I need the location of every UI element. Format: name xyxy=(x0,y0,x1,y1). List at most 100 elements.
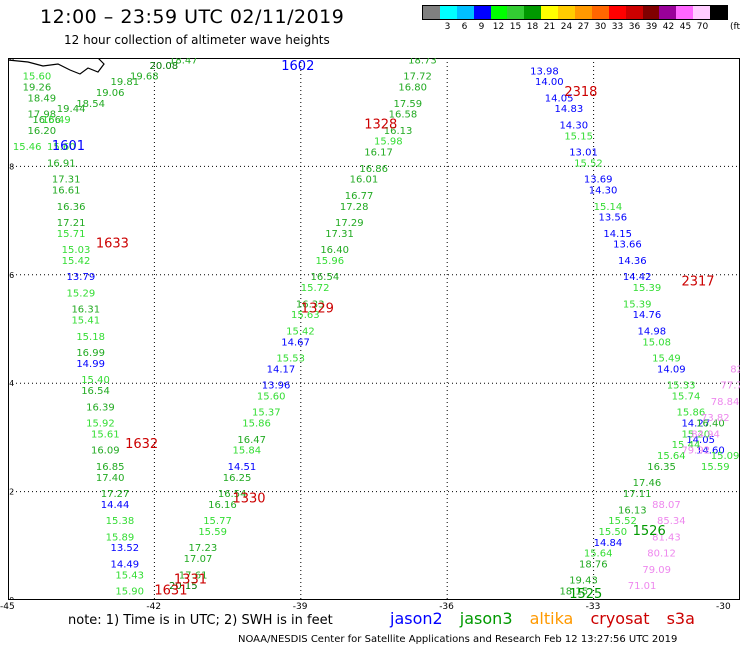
wave-height-label: 14.76 xyxy=(633,310,662,321)
lat-tick-label: 50 xyxy=(8,596,14,600)
color-scale-label: 45 xyxy=(679,22,692,32)
color-swatch xyxy=(473,6,491,19)
wave-height-label: 16.54 xyxy=(311,272,340,283)
wave-height-label: 16.36 xyxy=(57,202,86,213)
color-scale-labels: 3 6 9 12 15 18 21 24 27 30 33 36 39 42 45 70 xyxy=(422,22,728,34)
wave-height-label: 15.77 xyxy=(203,516,232,527)
pass-time-label: 1602 xyxy=(281,59,314,74)
legend-altika: altika xyxy=(529,609,574,628)
wave-height-label: 15.92 xyxy=(86,419,115,430)
wave-height-label: 15.96 xyxy=(315,256,344,267)
wave-height-label: 18.49 xyxy=(28,93,57,104)
lat-tick-label: 52 xyxy=(8,488,14,497)
wave-height-label: 17.27 xyxy=(101,489,130,500)
wave-height-label: 77.72 xyxy=(720,381,740,392)
footer-credit: NOAA/NESDIS Center for Satellite Applica… xyxy=(238,634,678,645)
lon-tick-label: -33 xyxy=(585,602,601,612)
color-scale-label: 3 xyxy=(444,22,451,32)
wave-height-label: 79.09 xyxy=(642,565,671,576)
wave-height-label: 15.64 xyxy=(657,451,686,462)
wave-height-label: 16.40 xyxy=(320,245,349,256)
pass-time-label: 1631 xyxy=(154,584,187,599)
wave-height-label: 15.59 xyxy=(198,527,227,538)
color-swatch xyxy=(575,6,592,19)
color-swatch xyxy=(541,6,559,19)
wave-height-label: 19.26 xyxy=(23,83,52,94)
wave-height-label: 16.16 xyxy=(208,500,237,511)
wave-height-label: 17.72 xyxy=(403,72,432,83)
wave-height-label: 81.43 xyxy=(652,532,681,543)
pass-time-label: 1525 xyxy=(569,587,602,600)
wave-height-label: 13.66 xyxy=(613,240,642,251)
pass-time-label: 1601 xyxy=(52,139,85,154)
lon-tick-label: -39 xyxy=(292,602,308,612)
pass-time-label: 1633 xyxy=(96,237,129,252)
wave-height-label: 16.20 xyxy=(28,126,57,137)
wave-height-label: 14.17 xyxy=(267,364,296,375)
lon-tick-label: -36 xyxy=(439,602,454,612)
wave-height-label: 14.05 xyxy=(686,435,715,446)
color-swatch xyxy=(439,6,457,19)
wave-height-label: 14.49 xyxy=(110,559,139,570)
wave-height-label: 16.47 xyxy=(237,435,266,446)
wave-height-label: 16.58 xyxy=(389,110,418,121)
wave-height-label: 13.69 xyxy=(584,175,613,186)
wave-height-label: 13.79 xyxy=(67,272,96,283)
color-scale-label: 21 xyxy=(543,22,556,32)
wave-height-label: 15.60 xyxy=(47,142,76,153)
wave-height-label: 16.13 xyxy=(618,505,647,516)
pass-time-label: 1632 xyxy=(125,437,158,452)
wave-height-label: 17.98 xyxy=(28,110,57,121)
wave-height-label: 15.61 xyxy=(91,429,120,440)
color-scale-label: 70 xyxy=(696,22,709,32)
wave-height-label: 16.86 xyxy=(359,164,388,175)
wave-height-label: 18.73 xyxy=(408,58,437,66)
color-swatch xyxy=(507,6,525,19)
wave-height-label: 15.52 xyxy=(608,516,637,527)
wave-height-label: 14.30 xyxy=(559,120,588,131)
wave-height-label: 15.64 xyxy=(584,549,613,560)
color-scale-label: 18 xyxy=(526,22,539,32)
wave-height-label: 17.31 xyxy=(325,229,354,240)
wave-height-label: 19.81 xyxy=(110,77,139,88)
color-swatch xyxy=(558,6,576,19)
color-swatch xyxy=(591,6,609,19)
wave-height-label: 88.07 xyxy=(652,500,681,511)
wave-height-label: 15.39 xyxy=(623,299,652,310)
wave-height-label: 15.15 xyxy=(564,131,593,142)
wave-height-label: 16.91 xyxy=(47,158,76,169)
wave-height-label: 19.06 xyxy=(96,88,125,99)
wave-height-label: 16.39 xyxy=(86,402,115,413)
wave-height-label: 17.28 xyxy=(340,202,369,213)
color-scale-label: 6 xyxy=(461,22,468,32)
legend-jason3: jason3 xyxy=(459,609,513,628)
altimeter-map: 60585654525015.6019.2618.4917.9816.6616.… xyxy=(8,58,740,600)
wave-height-label: 15.42 xyxy=(62,256,91,267)
color-swatch xyxy=(490,6,508,19)
color-scale-label: 42 xyxy=(662,22,675,32)
color-scale-label: 12 xyxy=(492,22,505,32)
color-scale-bar xyxy=(422,5,728,20)
wave-height-label: 16.01 xyxy=(350,175,379,186)
map-title: 12:00 – 23:59 UTC 02/11/2019 xyxy=(40,6,345,28)
wave-height-label: 15.29 xyxy=(67,288,96,299)
color-swatch xyxy=(642,6,660,19)
wave-height-label: 15.44 xyxy=(672,440,701,451)
wave-height-label: 16.13 xyxy=(384,126,413,137)
wave-height-label: 13.98 xyxy=(530,66,559,77)
color-scale-label: 24 xyxy=(560,22,573,32)
wave-height-label: 15.50 xyxy=(598,527,627,538)
wave-height-label: 15.72 xyxy=(301,283,330,294)
color-scale-label: 30 xyxy=(594,22,607,32)
pass-time-label: 2317 xyxy=(681,275,714,290)
lon-tick-label: -45 xyxy=(0,602,15,612)
wave-height-label: 15.41 xyxy=(71,316,100,327)
wave-height-label: 79.92 xyxy=(681,446,710,457)
wave-height-label: 15.08 xyxy=(642,337,671,348)
wave-height-label: 16.77 xyxy=(345,191,374,202)
pass-time-label: 2318 xyxy=(564,85,597,100)
wave-height-label: 15.49 xyxy=(42,115,71,126)
map-subtitle: 12 hour collection of altimeter wave hei… xyxy=(64,33,330,47)
wave-height-label: 17.46 xyxy=(633,478,662,489)
legend-jason2: jason2 xyxy=(390,609,443,628)
